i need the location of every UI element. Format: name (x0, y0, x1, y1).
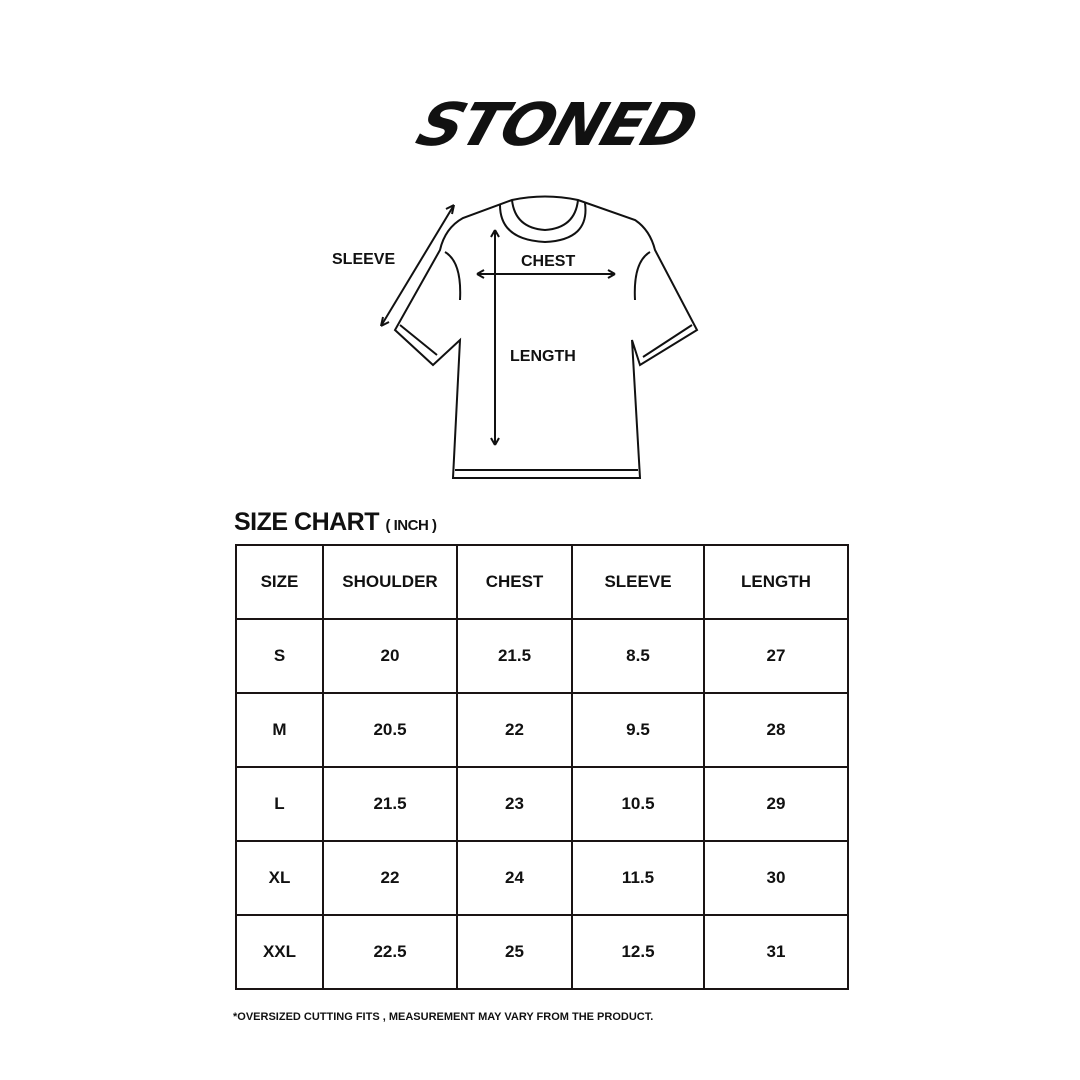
table-cell: 20 (322, 618, 458, 694)
size-chart-title: SIZE CHART ( INCH ) (234, 508, 437, 536)
shirt-outline (393, 195, 699, 479)
size-table: SIZE SHOULDER CHEST SLEEVE LENGTH S 20 21.… (235, 544, 849, 990)
header-cell: SHOULDER (322, 544, 458, 620)
length-label: LENGTH (510, 348, 576, 365)
table-cell: 11.5 (571, 840, 705, 916)
table-cell: 22 (456, 692, 573, 768)
chest-arrow (476, 269, 616, 279)
table-cell: 10.5 (571, 766, 705, 842)
table-cell: XL (235, 840, 324, 916)
table-cell: S (235, 618, 324, 694)
table-cell: 22.5 (322, 914, 458, 990)
header-row: SIZE SHOULDER CHEST SLEEVE LENGTH (235, 544, 849, 620)
table-cell: 30 (703, 840, 849, 916)
table-cell: 12.5 (571, 914, 705, 990)
footnote: *OVERSIZED CUTTING FITS , MEASUREMENT MA… (233, 1011, 654, 1023)
table-cell: XXL (235, 914, 324, 990)
table-cell: 22 (322, 840, 458, 916)
table-row: S 20 21.5 8.5 27 (235, 618, 849, 694)
table-cell: L (235, 766, 324, 842)
table-cell: 29 (703, 766, 849, 842)
table-cell: 21.5 (456, 618, 573, 694)
unit-label: ( INCH ) (385, 517, 437, 534)
tshirt-diagram (380, 195, 699, 479)
table-cell: 31 (703, 914, 849, 990)
table-row: XL 22 24 11.5 30 (235, 840, 849, 916)
header-cell: SIZE (235, 544, 324, 620)
header-cell: CHEST (456, 544, 573, 620)
table-row: XXL 22.5 25 12.5 31 (235, 914, 849, 990)
collar (499, 202, 587, 244)
table-cell: 23 (456, 766, 573, 842)
table-cell: 25 (456, 914, 573, 990)
table-row: M 20.5 22 9.5 28 (235, 692, 849, 768)
table-cell: 8.5 (571, 618, 705, 694)
table-cell: 20.5 (322, 692, 458, 768)
table-cell: 9.5 (571, 692, 705, 768)
table-cell: M (235, 692, 324, 768)
length-arrow (490, 229, 500, 446)
sleeve-arrow (380, 204, 455, 327)
chest-label: CHEST (521, 253, 576, 270)
header-cell: SLEEVE (571, 544, 705, 620)
header-cell: LENGTH (703, 544, 849, 620)
table-cell: 28 (703, 692, 849, 768)
table-cell: 27 (703, 618, 849, 694)
table-cell: 24 (456, 840, 573, 916)
table-row: L 21.5 23 10.5 29 (235, 766, 849, 842)
sleeve-label: SLEEVE (332, 251, 396, 268)
table-cell: 21.5 (322, 766, 458, 842)
